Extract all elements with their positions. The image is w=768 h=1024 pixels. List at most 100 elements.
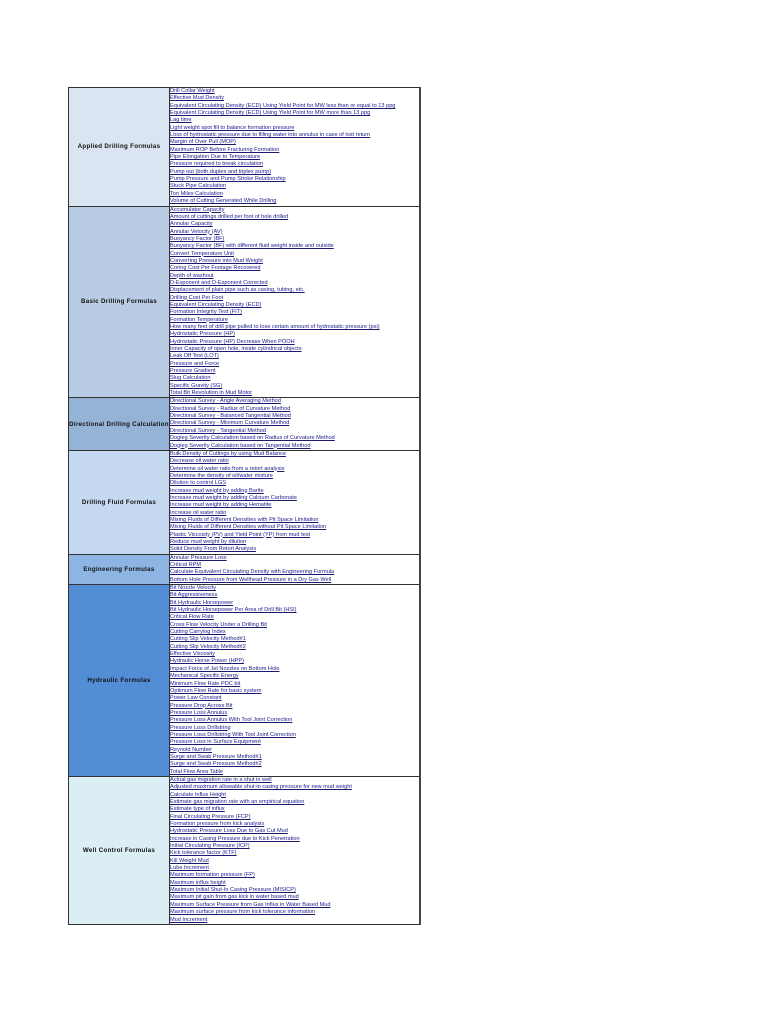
formula-link[interactable]: Estimate gas migration rate with an empi… bbox=[170, 799, 305, 805]
formula-link[interactable]: Pump out (both duplex and triplex pump) bbox=[170, 168, 272, 175]
formula-link[interactable]: Directional Survey - Radius of Curvature… bbox=[170, 405, 291, 412]
formula-link[interactable]: Surge and Swab Pressure Method#1 bbox=[170, 753, 262, 760]
formula-link[interactable]: Drill Collar Weight bbox=[170, 88, 215, 94]
formula-link[interactable]: Minimum Flow Rate PDC bit bbox=[170, 680, 241, 687]
formula-link[interactable]: Amount of cuttings drilled per foot of h… bbox=[170, 213, 289, 220]
formula-link[interactable]: Dilution to control LGS bbox=[170, 480, 226, 487]
formula-link[interactable]: Calculate Influx Height bbox=[170, 791, 226, 798]
formula-link[interactable]: Bulk Density of Cuttings by using Mud Ba… bbox=[170, 450, 286, 457]
formula-link[interactable]: Maximum pit gain from gas kick in water … bbox=[170, 894, 299, 901]
formula-link[interactable]: Annular Velocity (AV) bbox=[170, 228, 223, 235]
formula-link[interactable]: Mud Increment bbox=[170, 916, 208, 923]
formula-link[interactable]: Estimate type of influx bbox=[170, 806, 225, 813]
formula-link[interactable]: Cutting Carrying Index bbox=[170, 629, 226, 636]
formula-link[interactable]: Light weight spot fill to balance format… bbox=[170, 124, 295, 131]
formula-link[interactable]: Pressure and Force bbox=[170, 360, 220, 367]
formula-link[interactable]: Determine oil water ratio from a retort … bbox=[170, 465, 285, 472]
formula-link[interactable]: Surge and Swab Pressure Method#2 bbox=[170, 761, 262, 768]
formula-link[interactable]: Actual gas migration rate in a shut in w… bbox=[170, 776, 272, 783]
formula-link[interactable]: Formation pressure from kick analysis bbox=[170, 821, 265, 828]
formula-link[interactable]: How many feet of drill pipe pulled to lo… bbox=[170, 324, 380, 330]
formula-link[interactable]: Cross Flow Velocity Under a Drilling Bit bbox=[170, 621, 267, 628]
formula-link[interactable]: Increase oil water ratio bbox=[170, 509, 227, 516]
formula-link[interactable]: Hydrostatic Pressure (HP) bbox=[170, 331, 235, 338]
formula-link[interactable]: Dogleg Severity Calculation based on Tan… bbox=[170, 442, 311, 449]
formula-link[interactable]: Kill Weight Mud bbox=[170, 857, 209, 864]
formula-link[interactable]: Effective Viscosity bbox=[170, 651, 215, 658]
formula-link[interactable]: Solid Density From Retort Analysis bbox=[170, 546, 257, 553]
formula-link[interactable]: Ton Miles Calculation bbox=[170, 190, 223, 197]
formula-link[interactable]: Pump Pressure and Pump Stroke Relationsh… bbox=[170, 176, 286, 183]
formula-link[interactable]: Mixing Fluids of Different Densities wit… bbox=[170, 516, 319, 523]
formula-link[interactable]: Maximum surface pressure from kick toler… bbox=[170, 909, 316, 916]
formula-link[interactable]: Drilling Cost Per Foot bbox=[170, 294, 224, 301]
formula-link[interactable]: Pressure Loss Annulus bbox=[170, 709, 228, 716]
formula-link[interactable]: Maximum influx height bbox=[170, 879, 226, 886]
formula-link[interactable]: Bit Hydraulic Horsepower Per Area of Dri… bbox=[170, 607, 297, 614]
formula-link[interactable]: Buoyancy Factor (BF) with different flui… bbox=[170, 243, 334, 250]
formula-link[interactable]: Annular Pressure Loss bbox=[170, 554, 227, 561]
formula-link[interactable]: Pipe Elongation Due to Temperature bbox=[170, 154, 261, 161]
formula-link[interactable]: Total Flow Area Table bbox=[170, 768, 224, 775]
formula-link[interactable]: Leak Off Test (LOT) bbox=[170, 353, 219, 360]
formula-link[interactable]: Maximum ROP Before Fracturing Formation bbox=[170, 146, 280, 153]
formula-link[interactable]: Kick tolerance factor (KTF) bbox=[170, 850, 237, 857]
formula-link[interactable]: Maximum Surface Pressure from Gas Influx… bbox=[170, 901, 331, 908]
formula-link[interactable]: Mechanical Specific Energy bbox=[170, 673, 239, 680]
formula-link[interactable]: Cutting Slip Velocity Method#2 bbox=[170, 643, 246, 650]
formula-link[interactable]: Pressure Loss in Surface Equipment bbox=[170, 739, 261, 746]
formula-link[interactable]: Final Circulating Pressure (FCP) bbox=[170, 813, 251, 820]
formula-link[interactable]: Hydrostatic Pressure (HP) Decrease When … bbox=[170, 338, 295, 345]
formula-link[interactable]: Optimum Flow Rate for basic system bbox=[170, 687, 262, 694]
formula-link[interactable]: Converting Pressure into Mud Weight bbox=[170, 257, 263, 264]
formula-link[interactable]: Initial Circulating Pressure (ICP) bbox=[170, 843, 250, 850]
formula-link[interactable]: Reynold Number bbox=[170, 746, 212, 753]
formula-link[interactable]: Bit Hydraulic Horsepower bbox=[170, 599, 234, 606]
formula-link[interactable]: Mixing Fluids of Different Densities wit… bbox=[170, 524, 327, 531]
formula-link[interactable]: Directional Survey - Tangential Method bbox=[170, 427, 266, 434]
formula-link[interactable]: Buoyancy Factor (BF) bbox=[170, 235, 225, 242]
formula-link[interactable]: Determine the density of oil/water mixtu… bbox=[170, 472, 273, 479]
formula-link[interactable]: Loss of hydrostatic pressure due to fill… bbox=[170, 132, 371, 139]
formula-link[interactable]: Inner Capacity of open hole, inside cyli… bbox=[170, 346, 302, 353]
formula-link[interactable]: Stuck Pipe Calculation bbox=[170, 183, 226, 190]
formula-link[interactable]: Directional Survey - Angle Averaging Met… bbox=[170, 398, 281, 405]
formula-link[interactable]: Formation Integrity Test (FIT) bbox=[170, 309, 243, 316]
formula-link[interactable]: Plastic Viscosity (PV) and Yield Point (… bbox=[170, 531, 311, 538]
formula-link[interactable]: Directional Survey - Minimum Curvature M… bbox=[170, 420, 290, 427]
formula-link[interactable]: Pressure Gradient bbox=[170, 368, 216, 375]
formula-link[interactable]: Slug Calculation bbox=[170, 375, 211, 382]
formula-link[interactable]: Decrease oil water ratio bbox=[170, 458, 229, 465]
formula-link[interactable]: Adjusted maximum allowable shut-in casin… bbox=[170, 784, 352, 791]
formula-link[interactable]: Lube Increment bbox=[170, 865, 209, 872]
formula-link[interactable]: Formation Temperature bbox=[170, 316, 229, 323]
formula-link[interactable]: Bottom Hole Pressure from Wellhead Press… bbox=[170, 576, 332, 583]
formula-link[interactable]: Maximum formation pressure (FP) bbox=[170, 872, 255, 879]
formula-link[interactable]: Reduce mud weight by dilution bbox=[170, 538, 247, 545]
formula-link[interactable]: Bit Nozzle Velocity bbox=[170, 585, 217, 592]
formula-link[interactable]: Calculate Equivalent Circulating Density… bbox=[170, 569, 335, 576]
formula-link[interactable]: Critical Flow Rate bbox=[170, 614, 214, 621]
formula-link[interactable]: Annular Capacity bbox=[170, 221, 213, 228]
formula-link[interactable]: Lag time bbox=[170, 117, 192, 124]
formula-link[interactable]: Dogleg Severity Calculation based on Rad… bbox=[170, 435, 335, 442]
formula-link[interactable]: Equivalent Circulating Density (ECD) Usi… bbox=[170, 102, 396, 109]
formula-link[interactable]: Accumulator Capacity bbox=[170, 206, 225, 213]
formula-link[interactable]: Increase mud weight by adding Hematite bbox=[170, 502, 272, 509]
formula-link[interactable]: Specific Gravity (SG) bbox=[170, 382, 223, 389]
formula-link[interactable]: Critical RPM bbox=[170, 562, 202, 568]
formula-link[interactable]: Pressure Loss Drillstring bbox=[170, 724, 231, 731]
formula-link[interactable]: Volume of Cutting Generated While Drilli… bbox=[170, 198, 277, 205]
formula-link[interactable]: Margin of Over Pull (MOP) bbox=[170, 139, 236, 146]
formula-link[interactable]: Coring Cost Per Footage Recovered bbox=[170, 265, 261, 272]
formula-link[interactable]: Depth of washout bbox=[170, 272, 214, 279]
formula-link[interactable]: Pressure required to break circulation bbox=[170, 161, 263, 168]
formula-link[interactable]: Increase mud weight by adding Calcium Ca… bbox=[170, 494, 297, 501]
formula-link[interactable]: Total Bit Revolution in Mud Motor bbox=[170, 390, 253, 397]
formula-link[interactable]: D-Exponent and D-Exponent Corrected bbox=[170, 279, 268, 286]
formula-link[interactable]: Increase in Casing Pressure due to Kick … bbox=[170, 835, 300, 842]
formula-link[interactable]: Effective Mud Density bbox=[170, 95, 224, 102]
formula-link[interactable]: Bit Aggressiveness bbox=[170, 592, 218, 599]
formula-link[interactable]: Displacement of plain pipe such as casin… bbox=[170, 287, 305, 294]
formula-link[interactable]: Hydraulic Horse Power (HPP) bbox=[170, 658, 244, 665]
